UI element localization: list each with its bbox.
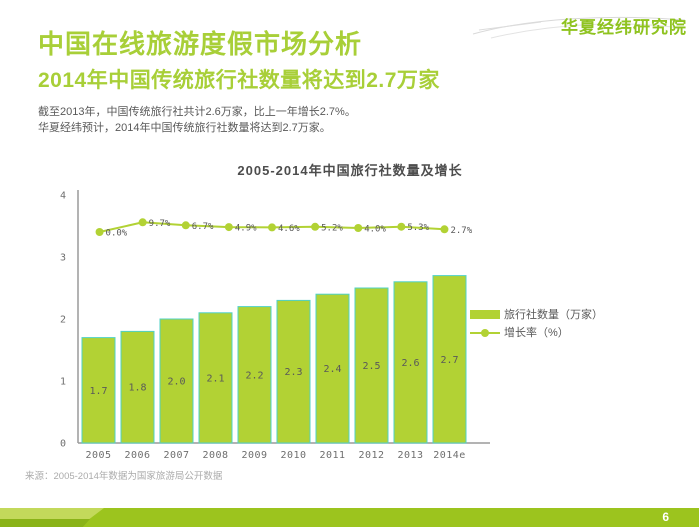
bar-value-label: 2.4	[323, 364, 341, 375]
bar-value-label: 2.2	[245, 370, 263, 381]
growth-point	[354, 224, 363, 232]
growth-point	[268, 223, 276, 232]
bar-value-label: 1.8	[128, 383, 146, 394]
x-tick-label: 2014e	[433, 450, 466, 461]
legend-label-line: 增长率（%）	[504, 327, 569, 339]
logo-text: 华夏经纬研究院	[561, 18, 687, 37]
x-tick-label: 2008	[202, 450, 228, 461]
bar	[159, 318, 194, 444]
footer-wedge-decoration-2	[0, 519, 90, 527]
summary-line-1: 截至2013年，中国传统旅行社共计2.6万家，比上一年增长2.7%。	[38, 106, 356, 118]
bar	[198, 312, 233, 444]
x-tick-label: 2013	[397, 450, 423, 461]
growth-point	[95, 228, 104, 236]
legend-item-bar: 旅行社数量（万家）	[470, 306, 603, 322]
x-tick-label: 2011	[319, 450, 345, 461]
bar-swatch-icon	[470, 309, 500, 319]
growth-point-label: 4.9%	[235, 224, 257, 234]
y-tick-label: 4	[60, 191, 66, 202]
source-note: 来源：2005-2014年数据为国家旅游局公开数据	[25, 471, 223, 482]
growth-point	[224, 223, 233, 232]
growth-point	[397, 222, 406, 231]
legend-item-line: 增长率（%）	[470, 324, 603, 340]
x-tick-label: 2006	[124, 450, 150, 461]
growth-point-label: 5.3%	[407, 223, 429, 233]
growth-point	[138, 218, 147, 227]
page-subtitle: 2014年中国传统旅行社数量将达到2.7万家	[38, 69, 440, 92]
bar-value-label: 2.7	[440, 355, 458, 366]
line-swatch-icon	[470, 328, 500, 337]
page-number: 6	[662, 510, 669, 524]
bar	[354, 287, 389, 444]
bar	[393, 281, 428, 444]
footer-wedge-decoration	[0, 508, 104, 519]
bar	[432, 275, 467, 444]
bar-value-label: 2.5	[362, 361, 380, 372]
x-tick-label: 2012	[358, 450, 384, 461]
chart-plot: 0 1 2 3 4 1.7 2005 1.8 2006 2.0 2007 2.1 2008 2.2 2009…	[60, 190, 490, 461]
growth-point-label: 4.0%	[364, 225, 386, 235]
legend-label-bar: 旅行社数量（万家）	[504, 309, 603, 321]
growth-point-label: 5.2%	[321, 223, 343, 233]
growth-point	[181, 221, 190, 230]
bar-value-label: 2.1	[206, 373, 224, 384]
bar	[120, 330, 155, 444]
summary-line-2: 华夏经纬预计，2014年中国传统旅行社数量将达到2.7万家。	[38, 122, 331, 134]
x-tick-label: 2010	[280, 450, 306, 461]
growth-point-label: 2.7%	[450, 226, 472, 236]
bar	[237, 306, 272, 444]
x-tick-label: 2005	[85, 450, 111, 461]
growth-point	[311, 222, 320, 231]
y-tick-label: 3	[60, 253, 66, 264]
page-title: 中国在线旅游度假市场分析	[38, 29, 363, 59]
y-tick-label: 2	[60, 315, 66, 326]
chart-legend: 旅行社数量（万家） 增长率（%）	[470, 306, 603, 342]
bar	[315, 293, 350, 444]
bar-value-label: 2.3	[284, 367, 302, 378]
logo: 华夏经纬研究院	[471, 8, 691, 48]
growth-point	[440, 225, 449, 234]
x-tick-label: 2007	[163, 450, 189, 461]
logo-swoosh-icon	[472, 16, 686, 39]
growth-point-label: 4.6%	[278, 224, 300, 234]
bar	[81, 337, 116, 444]
bar-value-label: 2.0	[167, 377, 185, 388]
bar-value-label: 1.7	[89, 386, 107, 397]
bar-value-label: 2.6	[401, 358, 419, 369]
summary-text: 截至2013年，中国传统旅行社共计2.6万家，比上一年增长2.7%。 华夏经纬预…	[38, 104, 356, 136]
footer-bar: 6	[0, 508, 699, 527]
growth-point-label: 6.7%	[192, 222, 214, 232]
growth-point-label: 0.0%	[106, 229, 128, 239]
chart-title: 2005-2014年中国旅行社数量及增长	[237, 163, 463, 178]
y-tick-label: 1	[60, 377, 66, 388]
bar	[276, 299, 311, 444]
y-tick-label: 0	[60, 439, 66, 450]
growth-point-label: 9.7%	[149, 219, 171, 229]
x-tick-label: 2009	[241, 450, 267, 461]
